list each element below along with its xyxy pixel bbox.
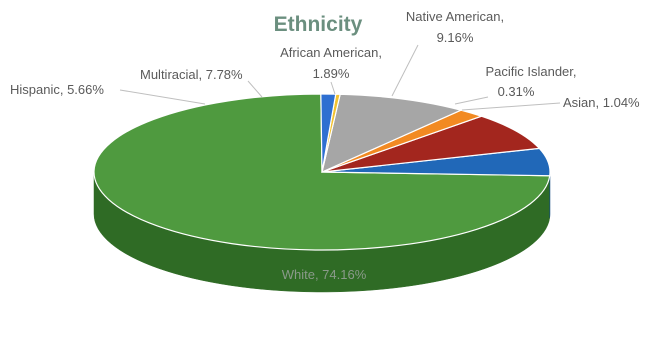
- slice-label-pacific-islander-line2: 0.31%: [498, 84, 535, 99]
- slice-label-native-american-line1: Native American,: [406, 9, 504, 24]
- slice-label-native-american-line2: 9.16%: [437, 30, 474, 45]
- leader-line-african-american: [330, 81, 336, 95]
- leader-line-hispanic: [119, 89, 206, 105]
- slice-label-pacific-islander-line1: Pacific Islander,: [485, 64, 576, 79]
- slice-label-asian: Asian, 1.04%: [563, 95, 640, 110]
- leader-line-multiracial: [247, 80, 263, 98]
- slice-asian: [320, 93, 337, 173]
- chart-title: Ethnicity: [274, 13, 363, 36]
- slice-multiracial: [321, 115, 541, 173]
- leader-line-native-american: [391, 44, 419, 97]
- leader-line-pacific-islander: [454, 96, 489, 105]
- slice-label-african-american-line1: African American,: [280, 45, 382, 60]
- leader-line-asian: [461, 102, 561, 111]
- slice-native-american: [321, 93, 463, 174]
- slice-label-hispanic: Hispanic, 5.66%: [10, 82, 104, 97]
- slice-label-multiracial: Multiracial, 7.78%: [140, 67, 243, 82]
- slice-label-white: White, 74.16%: [282, 267, 367, 282]
- slice-label-african-american-line2: 1.89%: [313, 66, 350, 81]
